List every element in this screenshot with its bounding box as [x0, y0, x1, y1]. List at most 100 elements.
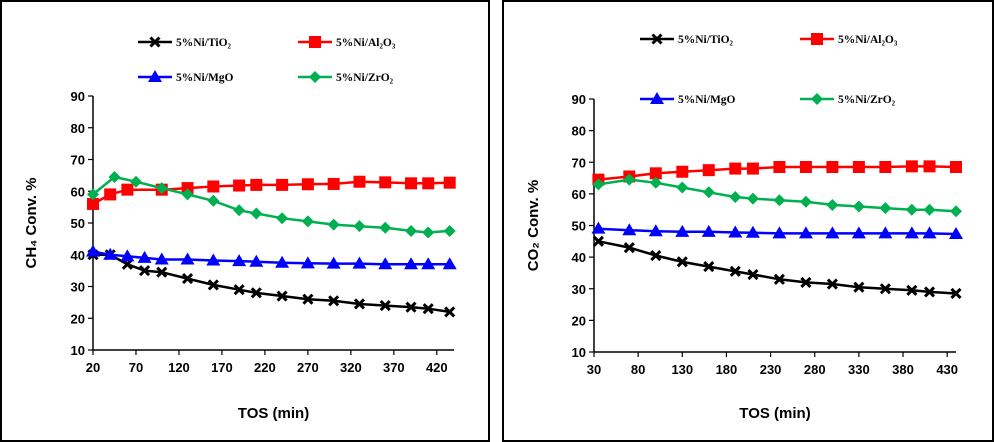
x-axis-title: TOS (min)	[739, 405, 810, 422]
data-point	[180, 252, 195, 265]
data-point	[906, 284, 918, 296]
data-point	[746, 162, 759, 175]
data-point	[404, 257, 419, 270]
data-point	[207, 180, 220, 193]
data-point	[232, 254, 247, 267]
data-point	[949, 227, 963, 240]
x-tick-label: 120	[168, 360, 190, 375]
data-point	[922, 226, 937, 239]
y-tick-label: 50	[71, 216, 85, 231]
x-tick-label: 220	[254, 360, 276, 375]
data-point	[443, 176, 456, 189]
legend-entry: 5%Ni/ZrO₂	[298, 71, 394, 84]
legend-entry: 5%Ni/MgO	[138, 70, 234, 84]
legend-label: 5%Ni/TiO₂	[176, 37, 232, 49]
data-point	[729, 265, 741, 277]
y-tick-label: 40	[71, 248, 85, 263]
x-tick-label: 30	[587, 362, 601, 377]
legend-entry: 5%Ni/ZrO₂	[800, 93, 896, 106]
data-point	[799, 160, 812, 173]
data-point	[327, 218, 340, 231]
y-tick-label: 80	[71, 121, 85, 136]
data-point	[879, 160, 892, 173]
data-point	[923, 203, 936, 216]
series-2	[86, 244, 457, 270]
data-point	[703, 261, 715, 273]
data-point	[207, 194, 220, 207]
data-point	[746, 192, 759, 205]
data-point	[87, 197, 99, 210]
data-point	[422, 177, 435, 190]
data-point	[276, 212, 289, 225]
x-tick-label: 80	[631, 362, 645, 377]
data-point	[772, 226, 787, 239]
legend-marker	[148, 70, 162, 82]
data-point	[826, 198, 839, 211]
data-point	[155, 182, 168, 195]
y-tick-label: 60	[572, 187, 586, 202]
data-point	[422, 303, 434, 315]
data-point	[300, 256, 315, 269]
chart-panel-co2: 10 20 30 40 50 60 70 80 90 30 80 130 180 230 280 330 380…	[502, 0, 994, 442]
data-point	[702, 186, 715, 199]
data-point	[139, 265, 151, 277]
legend-marker	[811, 93, 823, 105]
data-point	[233, 179, 246, 192]
data-point	[379, 176, 392, 189]
y-tick-label: 10	[572, 345, 586, 360]
data-point	[86, 244, 100, 257]
data-point	[675, 224, 690, 237]
legend-label: 5%Ni/Al₂O₃	[838, 34, 898, 46]
data-point	[745, 225, 760, 238]
data-point	[747, 268, 759, 281]
legend-label: 5%Ni/MgO	[176, 72, 234, 84]
x-tick-label: 70	[129, 360, 143, 375]
data-point	[87, 188, 99, 201]
data-point	[378, 257, 393, 270]
data-point	[851, 226, 866, 239]
data-point	[250, 178, 263, 191]
data-point	[702, 164, 715, 177]
data-point	[302, 293, 314, 305]
data-point	[181, 273, 194, 285]
series-3	[592, 173, 962, 218]
y-tick-label: 70	[71, 153, 85, 168]
data-point	[879, 202, 892, 215]
x-tick-label: 180	[716, 362, 738, 377]
y-tick-label: 50	[572, 219, 586, 234]
data-point	[905, 160, 918, 173]
series-line	[92, 175, 450, 234]
data-point	[701, 224, 716, 237]
data-point	[353, 298, 366, 310]
y-tick-label: 30	[71, 280, 85, 295]
data-point	[923, 286, 936, 298]
data-point	[950, 287, 962, 300]
data-point	[904, 226, 919, 239]
series-line	[598, 240, 957, 295]
data-point	[206, 253, 221, 266]
data-point	[405, 177, 418, 190]
legend-label: 5%Ni/MgO	[678, 94, 736, 106]
data-point	[592, 178, 605, 191]
data-point	[650, 249, 662, 262]
data-point	[154, 252, 169, 265]
data-point	[379, 299, 391, 312]
data-point	[950, 205, 962, 218]
data-point	[301, 215, 314, 228]
data-point	[442, 257, 457, 270]
legend-entry: 5%Ni/TiO₂	[138, 36, 232, 49]
x-tick-label: 430	[936, 362, 958, 377]
series-line	[92, 180, 450, 206]
data-point	[826, 160, 839, 173]
data-point	[950, 160, 962, 173]
data-point	[825, 226, 840, 239]
x-tick-label: 20	[86, 360, 100, 375]
legend-label: 5%Ni/ZrO₂	[336, 72, 394, 84]
data-point	[773, 160, 786, 173]
data-point	[121, 183, 134, 196]
data-point	[328, 295, 340, 307]
data-point	[207, 279, 219, 291]
x-tick-label: 370	[383, 360, 405, 375]
data-point	[905, 203, 918, 216]
